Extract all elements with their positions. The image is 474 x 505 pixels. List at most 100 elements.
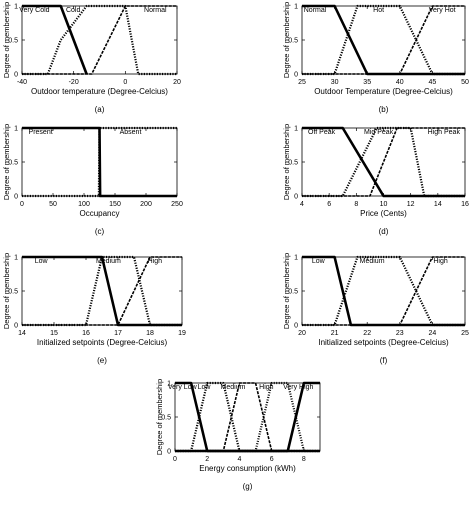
x-tick-label: 45: [429, 79, 437, 86]
series-label: High: [259, 384, 274, 391]
series-line-normal: [22, 5, 177, 75]
x-tick-label: 10: [380, 201, 388, 208]
chart-panel-b: 25 30 35 40 45 50 0 0.5 1 Degree of membership Out…: [252, 0, 474, 125]
x-tick-label: 14: [18, 330, 26, 337]
y-axis-label: Degree of membership: [282, 2, 291, 78]
y-tick-label: 1: [14, 4, 18, 11]
series-line-very-low: [175, 381, 320, 453]
series-label: High Peak: [428, 129, 461, 136]
series-line-normal: [302, 4, 465, 76]
plot-frame: [21, 256, 183, 326]
y-tick-label: 0: [294, 194, 298, 201]
x-tick-label: 35: [363, 79, 371, 86]
panel-caption: (c): [95, 227, 105, 236]
series-line-off-peak: [302, 126, 465, 198]
x-axis-label: Price (Cents): [360, 209, 407, 218]
x-tick-label: 200: [140, 201, 152, 208]
panel-caption: (d): [379, 227, 389, 236]
y-tick-label: 1: [167, 381, 171, 388]
x-tick-label: 2: [205, 456, 209, 463]
series-line-low: [302, 255, 465, 327]
x-tick-label: 16: [461, 201, 469, 208]
panel-caption: (e): [97, 356, 107, 365]
plot-frame: [21, 5, 178, 75]
x-tick-label: 15: [50, 330, 58, 337]
x-tick-label: 16: [82, 330, 90, 337]
x-tick-label: 0: [20, 201, 24, 208]
series-line-medium: [22, 255, 182, 327]
plot-frame: [301, 127, 466, 197]
series-line-medium: [175, 382, 320, 452]
series-line-high-peak: [302, 127, 465, 197]
y-tick-label: 0.5: [161, 415, 171, 422]
x-tick-label: 50: [461, 79, 469, 86]
y-axis-label: Degree of membership: [2, 253, 11, 329]
x-tick-label: 25: [461, 330, 469, 337]
y-tick-label: 1: [294, 255, 298, 262]
series-label: Very Low: [168, 384, 198, 391]
x-tick-label: 8: [354, 201, 358, 208]
series-label: Normal: [304, 7, 327, 14]
series-label: Medium: [96, 258, 121, 265]
series-line-high: [302, 256, 465, 326]
series-line-very-cold: [22, 4, 88, 75]
series-label: Normal: [144, 7, 167, 14]
x-tick-label: 8: [302, 456, 306, 463]
series-label: Absent: [120, 129, 142, 136]
series-line-mid-peak: [302, 126, 465, 198]
y-tick-label: 0: [14, 323, 18, 330]
y-tick-label: 0: [167, 449, 171, 456]
panel-caption: (a): [95, 105, 105, 114]
series-line-very-high: [175, 381, 320, 453]
y-tick-label: 1: [294, 4, 298, 11]
y-tick-label: 0.5: [288, 160, 298, 167]
series-line-low: [22, 255, 182, 327]
x-tick-label: 0: [173, 456, 177, 463]
x-tick-label: 21: [331, 330, 339, 337]
x-tick-label: 150: [109, 201, 121, 208]
panel-caption: (g): [243, 482, 253, 491]
x-tick-label: -40: [17, 79, 27, 86]
series-line-present: [22, 126, 177, 198]
chart-panel-c: 0 50 100 150 200 250 0 0.5 1 Degree of membership…: [0, 118, 237, 243]
series-label: Off Peak: [308, 129, 336, 136]
series-label: Very Hot: [429, 7, 456, 14]
x-axis-label: Energy consumption (kWh): [199, 464, 296, 473]
x-tick-label: 4: [237, 456, 241, 463]
x-tick-label: 30: [331, 79, 339, 86]
y-tick-label: 1: [14, 126, 18, 133]
x-tick-label: 20: [298, 330, 306, 337]
series-label: Medium: [221, 384, 246, 391]
y-tick-label: 1: [14, 255, 18, 262]
x-axis-label: Outdoor Temperature (Degree-Celcius): [314, 87, 453, 96]
x-axis-label: Outdoor temperature (Degree-Celcius): [31, 87, 168, 96]
x-tick-label: 19: [178, 330, 186, 337]
series-line-very-hot: [302, 5, 465, 75]
chart-panel-e: 14 15 16 17 18 19 0 0.5 1 Degree of membership Ini…: [0, 247, 237, 372]
series-label: High: [433, 258, 448, 265]
y-tick-label: 0.5: [288, 289, 298, 296]
series-label: Low: [312, 258, 326, 265]
x-tick-label: 100: [78, 201, 90, 208]
panel-caption: (f): [380, 356, 388, 365]
y-tick-label: 0.5: [8, 289, 18, 296]
chart-panel-a: -40 -20 0 20 0 0.5 1 Degree of membership Outdoo…: [0, 0, 237, 125]
y-tick-label: 0: [14, 194, 18, 201]
x-tick-label: 22: [363, 330, 371, 337]
y-tick-label: 0: [294, 323, 298, 330]
y-tick-label: 0: [294, 72, 298, 79]
x-tick-label: 50: [49, 201, 57, 208]
series-label: Mid Peak: [364, 129, 394, 136]
x-tick-label: 25: [298, 79, 306, 86]
series-line-low: [175, 381, 320, 453]
x-tick-label: 12: [407, 201, 415, 208]
chart-panel-f: 20 21 22 23 24 25 0 0.5 1 Degree of membership Ini…: [252, 247, 474, 372]
x-tick-label: 4: [300, 201, 304, 208]
x-axis-label: Initialized setpoints (Degree-Celcius): [37, 338, 168, 347]
y-tick-label: 0.5: [288, 38, 298, 45]
